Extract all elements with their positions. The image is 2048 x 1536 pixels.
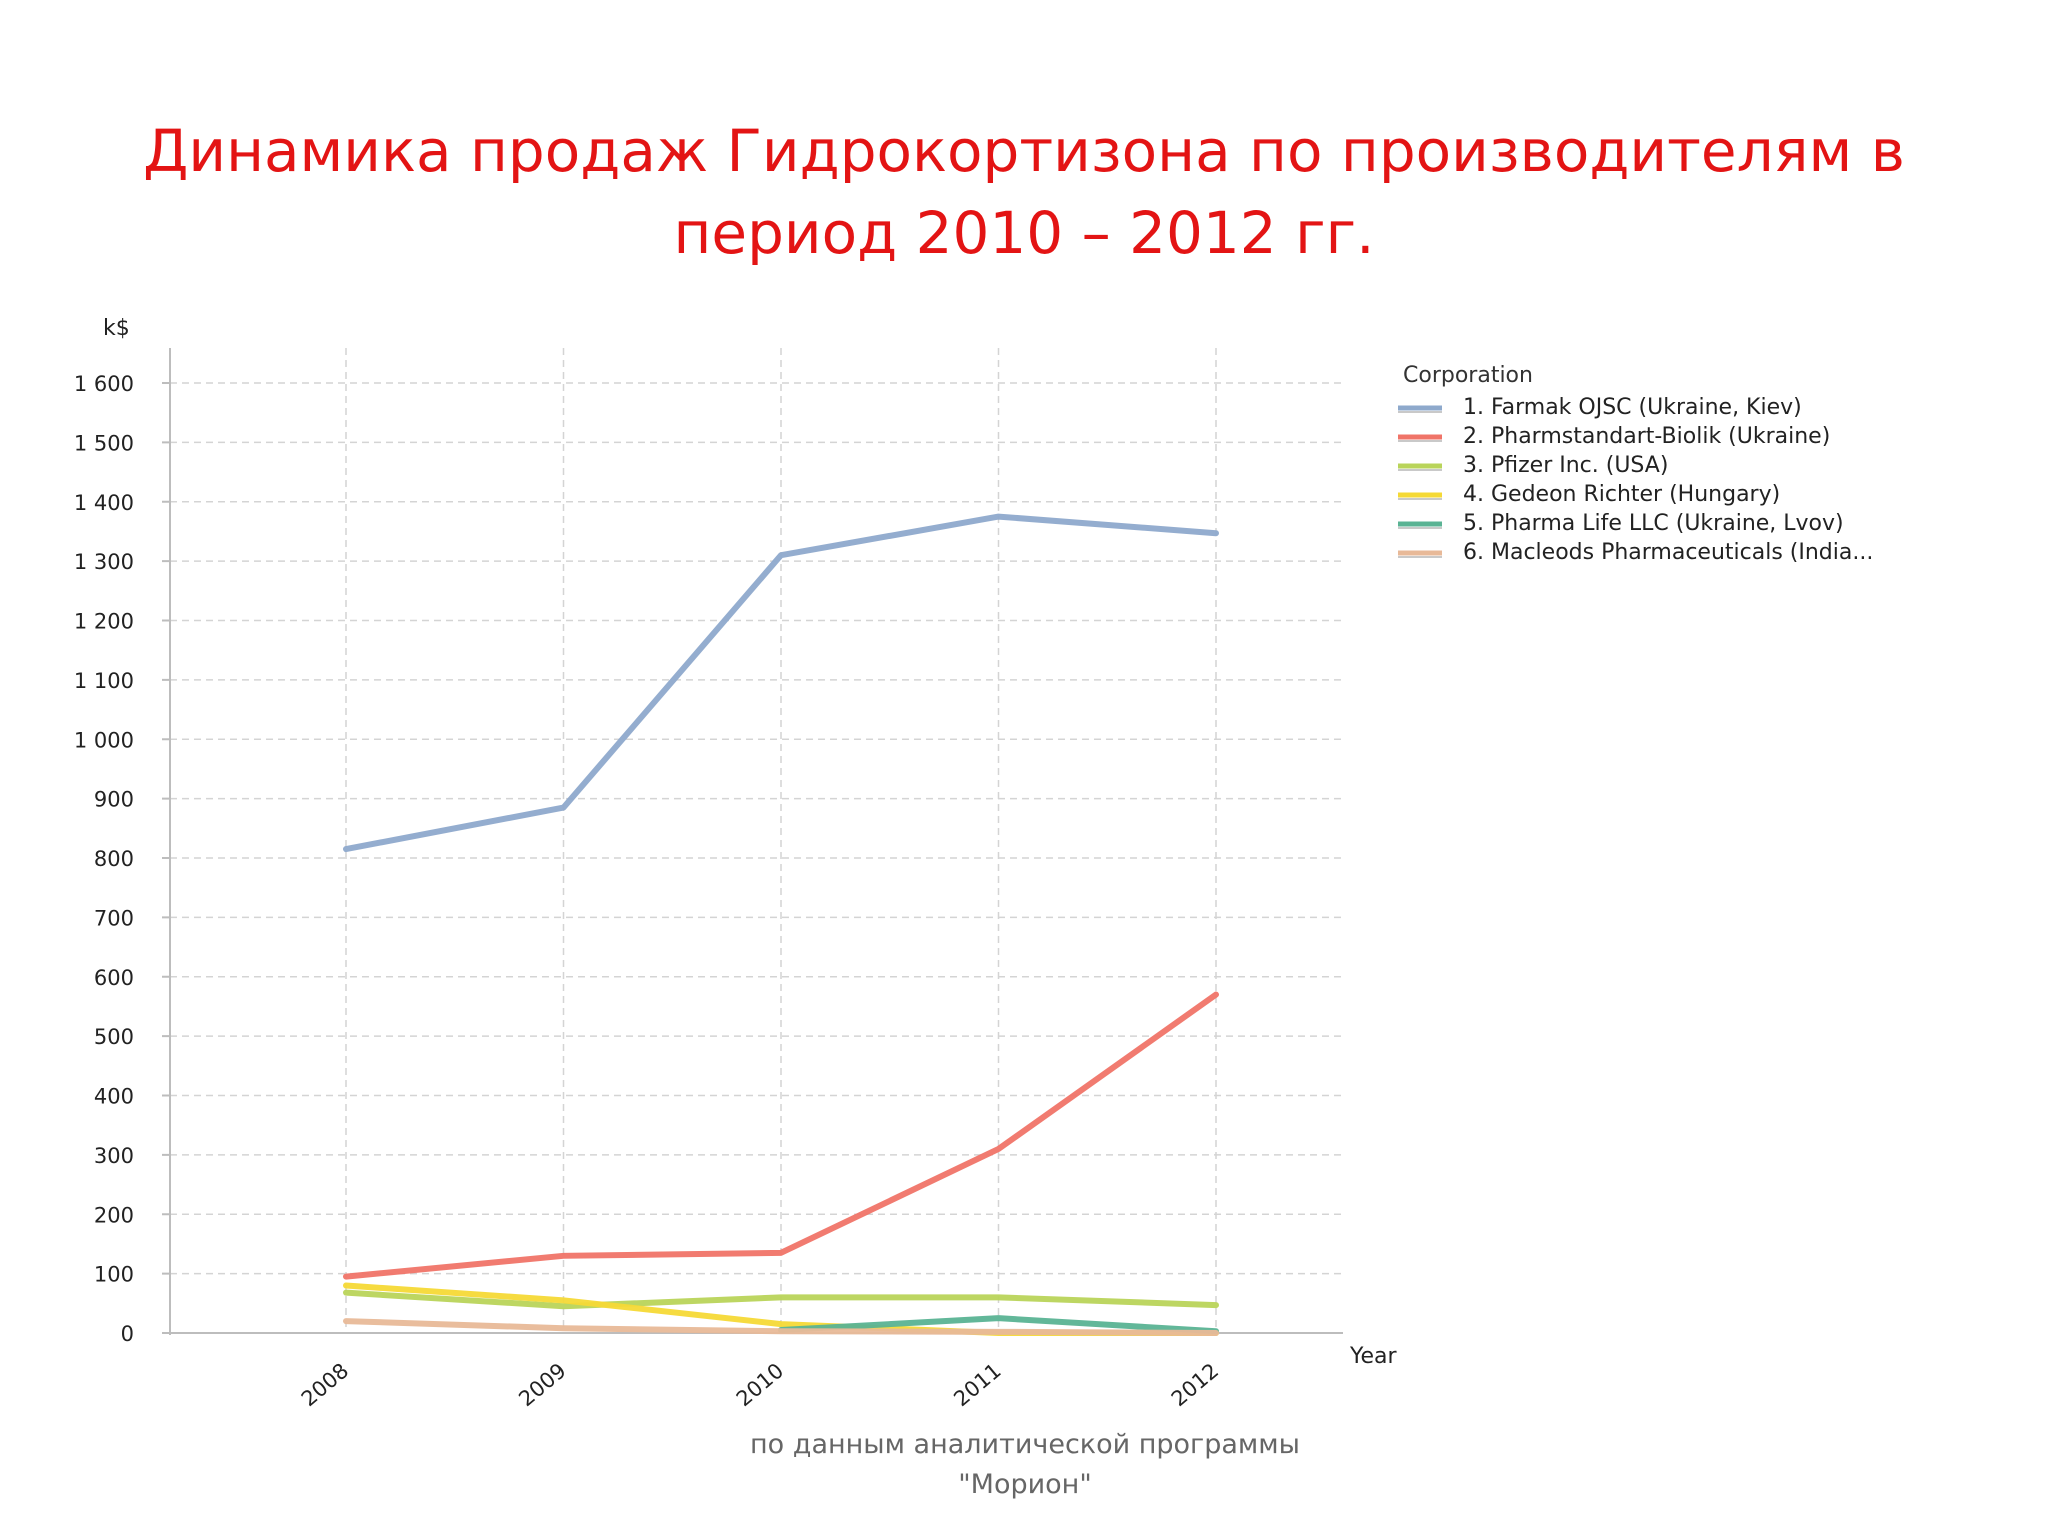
y-tick-label: 1 600 bbox=[74, 372, 134, 396]
series-line-5 bbox=[778, 1315, 1219, 1335]
axes bbox=[168, 348, 1343, 1335]
y-tick-label: 1 300 bbox=[74, 550, 134, 574]
y-tick-label: 0 bbox=[121, 1322, 134, 1346]
y-axis-unit-label: k$ bbox=[103, 316, 130, 341]
slide-title-line-1: Динамика продаж Гидрокортизона по произв… bbox=[143, 117, 1905, 185]
legend-items: 1. Farmak OJSC (Ukraine, Kiev) 2. Pharmst… bbox=[1398, 395, 1873, 565]
x-tick-label: 2011 bbox=[949, 1358, 1005, 1411]
y-axis-ticks: 0 100 200 300 400 500 600 700 800 900 1 000 1 100 1 … bbox=[74, 372, 170, 1346]
slide-title: Динамика продаж Гидрокортизона по произв… bbox=[0, 110, 2048, 274]
series-line-1 bbox=[343, 513, 1219, 853]
x-tick-label: 2012 bbox=[1167, 1358, 1223, 1411]
x-axis-ticks: 2008 2009 2010 2011 2012 bbox=[297, 1358, 1223, 1411]
series-lines bbox=[343, 513, 1219, 1336]
legend-label-3: 3. Pfizer Inc. (USA) bbox=[1463, 453, 1668, 478]
y-tick-label: 600 bbox=[94, 966, 134, 990]
series-line-3 bbox=[343, 1289, 1219, 1310]
legend-title: Corporation bbox=[1403, 363, 1533, 388]
x-tick-label: 2009 bbox=[514, 1358, 570, 1411]
x-axis-label: Year bbox=[1349, 1344, 1398, 1369]
source-note-line-1: по данным аналитической программы bbox=[750, 1429, 1300, 1460]
slide-title-line-2: период 2010 – 2012 гг. bbox=[673, 199, 1375, 267]
source-note: по данным аналитической программы "Морио… bbox=[640, 1425, 1410, 1505]
y-tick-label: 1 200 bbox=[74, 610, 134, 634]
legend-label-6: 6. Macleods Pharmaceuticals (India... bbox=[1463, 540, 1873, 565]
x-tick-label: 2008 bbox=[297, 1358, 353, 1411]
y-tick-label: 1 400 bbox=[74, 491, 134, 515]
y-tick-label: 1 100 bbox=[74, 669, 134, 693]
grid bbox=[170, 348, 1343, 1333]
y-tick-label: 300 bbox=[94, 1144, 134, 1168]
y-tick-label: 200 bbox=[94, 1203, 134, 1227]
y-tick-label: 500 bbox=[94, 1025, 134, 1049]
y-tick-label: 1 500 bbox=[74, 431, 134, 455]
y-tick-label: 400 bbox=[94, 1085, 134, 1109]
y-tick-label: 100 bbox=[94, 1263, 134, 1287]
legend-label-2: 2. Pharmstandart-Biolik (Ukraine) bbox=[1463, 424, 1830, 449]
legend-label-5: 5. Pharma Life LLC (Ukraine, Lvov) bbox=[1463, 511, 1844, 536]
x-tick-label: 2010 bbox=[732, 1358, 788, 1411]
y-tick-label: 1 000 bbox=[74, 728, 134, 752]
source-note-line-2: "Морион" bbox=[958, 1469, 1092, 1500]
legend: Corporation 1. Farmak OJSC (Ukraine, Kie… bbox=[1398, 363, 1873, 565]
series-line-2 bbox=[343, 991, 1219, 1280]
series-line-6 bbox=[343, 1318, 1219, 1336]
legend-label-1: 1. Farmak OJSC (Ukraine, Kiev) bbox=[1463, 395, 1802, 420]
legend-label-4: 4. Gedeon Richter (Hungary) bbox=[1463, 482, 1780, 507]
y-tick-label: 700 bbox=[94, 906, 134, 930]
y-tick-label: 800 bbox=[94, 847, 134, 871]
y-tick-label: 900 bbox=[94, 788, 134, 812]
